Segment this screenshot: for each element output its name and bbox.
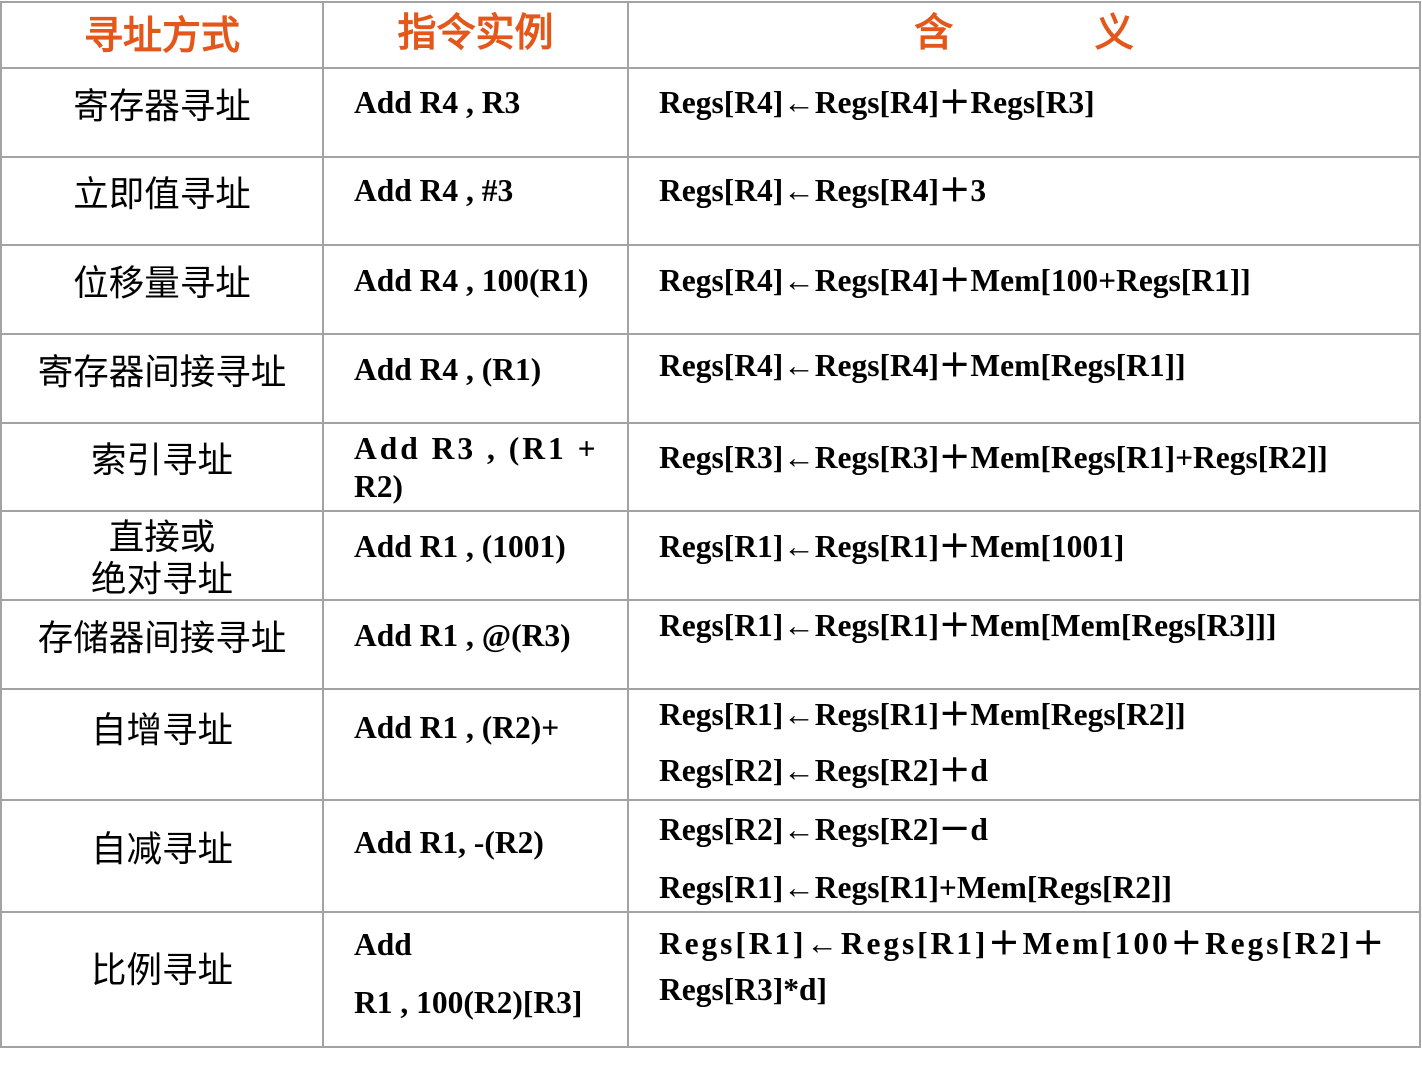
column-header-meaning-label: 含 义 [914,10,1134,56]
row-4-instruction-example: Add R4 , (R1) [354,352,542,387]
row-10-mode-cell: 比例寻址 [2,913,322,1046]
row-10-instruction-example-line-2: R1 , 100(R2)[R3] [354,985,583,1020]
row-3-meaning-text: Regs[R4]←Regs[R4]＋Mem[100+Regs[R1]] [659,263,1251,298]
row-6-mode-cell: 直接或 绝对寻址 [2,512,322,599]
column-header-mode-label: 寻址方式 [83,13,240,59]
row-7-meaning-cell: Regs[R1]←Regs[R1]＋Mem[Mem[Regs[R3]]] [629,601,1419,688]
row-8-mode-cell: 自增寻址 [2,690,322,799]
column-header-example-label: 指令实例 [397,10,554,56]
row-8-meaning-text-line-2: Regs[R2]←Regs[R2]＋d [659,753,988,788]
row-7-mode-label: 存储器间接寻址 [37,617,287,659]
row-8-meaning-cell: Regs[R1]←Regs[R1]＋Mem[Regs[R2]] Regs[R2]… [629,690,1419,799]
row-4-meaning-cell: Regs[R4]←Regs[R4]＋Mem[Regs[R1]] [629,335,1419,422]
row-5-example-cell: Add R3 , (R1 + R2) [324,424,627,510]
row-6-instruction-example: Add R1 , (1001) [354,529,566,564]
row-5-meaning-text: Regs[R3]←Regs[R3]＋Mem[Regs[R1]+Regs[R2]] [659,440,1328,475]
row-9-instruction-example: Add R1, -(R2) [354,825,544,860]
row-1-meaning-cell: Regs[R4]←Regs[R4]＋Regs[R3] [629,69,1419,156]
row-9-meaning-text-line-2: Regs[R1]←Regs[R1]+Mem[Regs[R2]] [659,870,1173,905]
row-1-example-cell: Add R4 , R3 [324,69,627,156]
row-10-meaning-cell: Regs[R1]←Regs[R1]＋Mem[100＋Regs[R2]＋ Regs… [629,913,1419,1046]
row-10-example-cell: Add R1 , 100(R2)[R3] [324,913,627,1046]
row-6-meaning-text: Regs[R1]←Regs[R1]＋Mem[1001] [659,529,1125,564]
row-1-meaning-text: Regs[R4]←Regs[R4]＋Regs[R3] [659,85,1095,120]
row-5-meaning-cell: Regs[R3]←Regs[R3]＋Mem[Regs[R1]+Regs[R2]] [629,424,1419,510]
row-5-mode-label: 索引寻址 [90,440,233,481]
row-2-example-cell: Add R4 , #3 [324,158,627,244]
row-9-meaning-cell: Regs[R2]←Regs[R2]－d Regs[R1]←Regs[R1]+Me… [629,801,1419,911]
row-3-meaning-cell: Regs[R4]←Regs[R4]＋Mem[100+Regs[R1]] [629,246,1419,333]
row-5-instruction-example-line-1: Add R3 , (R1 + [354,431,599,466]
row-10-meaning-text-line-1: Regs[R1]←Regs[R1]＋Mem[100＋Regs[R2]＋ [659,926,1387,961]
row-10-mode-label: 比例寻址 [90,949,233,991]
row-2-instruction-example: Add R4 , #3 [354,173,514,208]
row-5-mode-cell: 索引寻址 [2,424,322,510]
row-3-mode-cell: 位移量寻址 [2,246,322,333]
row-4-example-cell: Add R4 , (R1) [324,335,627,422]
row-9-meaning-text-line-1: Regs[R2]←Regs[R2]－d [659,812,988,847]
column-header-mode: 寻址方式 [2,3,322,67]
row-7-meaning-text: Regs[R1]←Regs[R1]＋Mem[Mem[Regs[R3]]] [659,608,1277,643]
row-8-instruction-example: Add R1 , (R2)+ [354,710,560,745]
addressing-modes-table: 寻址方式 指令实例 含 义 寄存器寻址 Add R4 , R3 Regs[R4]… [0,1,1421,1048]
row-8-mode-label: 自增寻址 [90,709,233,751]
row-1-instruction-example: Add R4 , R3 [354,85,521,120]
row-6-meaning-cell: Regs[R1]←Regs[R1]＋Mem[1001] [629,512,1419,599]
row-8-example-cell: Add R1 , (R2)+ [324,690,627,799]
row-7-example-cell: Add R1 , @(R3) [324,601,627,688]
row-7-instruction-example: Add R1 , @(R3) [354,618,571,653]
row-2-mode-cell: 立即值寻址 [2,158,322,244]
row-3-mode-label: 位移量寻址 [73,262,251,304]
row-7-mode-cell: 存储器间接寻址 [2,601,322,688]
row-4-mode-label: 寄存器间接寻址 [37,351,287,393]
row-3-example-cell: Add R4 , 100(R1) [324,246,627,333]
row-10-instruction-example-line-1: Add [354,927,412,962]
row-1-mode-label: 寄存器寻址 [73,85,251,127]
row-4-mode-cell: 寄存器间接寻址 [2,335,322,422]
row-9-mode-cell: 自减寻址 [2,801,322,911]
row-2-meaning-cell: Regs[R4]←Regs[R4]＋3 [629,158,1419,244]
row-10-meaning-text-line-2: Regs[R3]*d] [659,972,827,1007]
row-1-mode-cell: 寄存器寻址 [2,69,322,156]
row-5-instruction-example-line-2: R2) [354,469,403,504]
row-4-meaning-text: Regs[R4]←Regs[R4]＋Mem[Regs[R1]] [659,348,1186,383]
row-2-mode-label: 立即值寻址 [73,174,251,215]
row-6-mode-label-line-1: 直接或 [108,517,216,558]
column-header-meaning: 含 义 [629,3,1419,67]
row-6-mode-label-line-2: 绝对寻址 [90,559,233,599]
row-6-example-cell: Add R1 , (1001) [324,512,627,599]
row-2-meaning-text: Regs[R4]←Regs[R4]＋3 [659,173,987,208]
row-8-meaning-text-line-1: Regs[R1]←Regs[R1]＋Mem[Regs[R2]] [659,697,1186,732]
column-header-example: 指令实例 [324,3,627,67]
row-3-instruction-example: Add R4 , 100(R1) [354,263,589,298]
row-9-mode-label: 自减寻址 [90,829,233,870]
row-9-example-cell: Add R1, -(R2) [324,801,627,911]
